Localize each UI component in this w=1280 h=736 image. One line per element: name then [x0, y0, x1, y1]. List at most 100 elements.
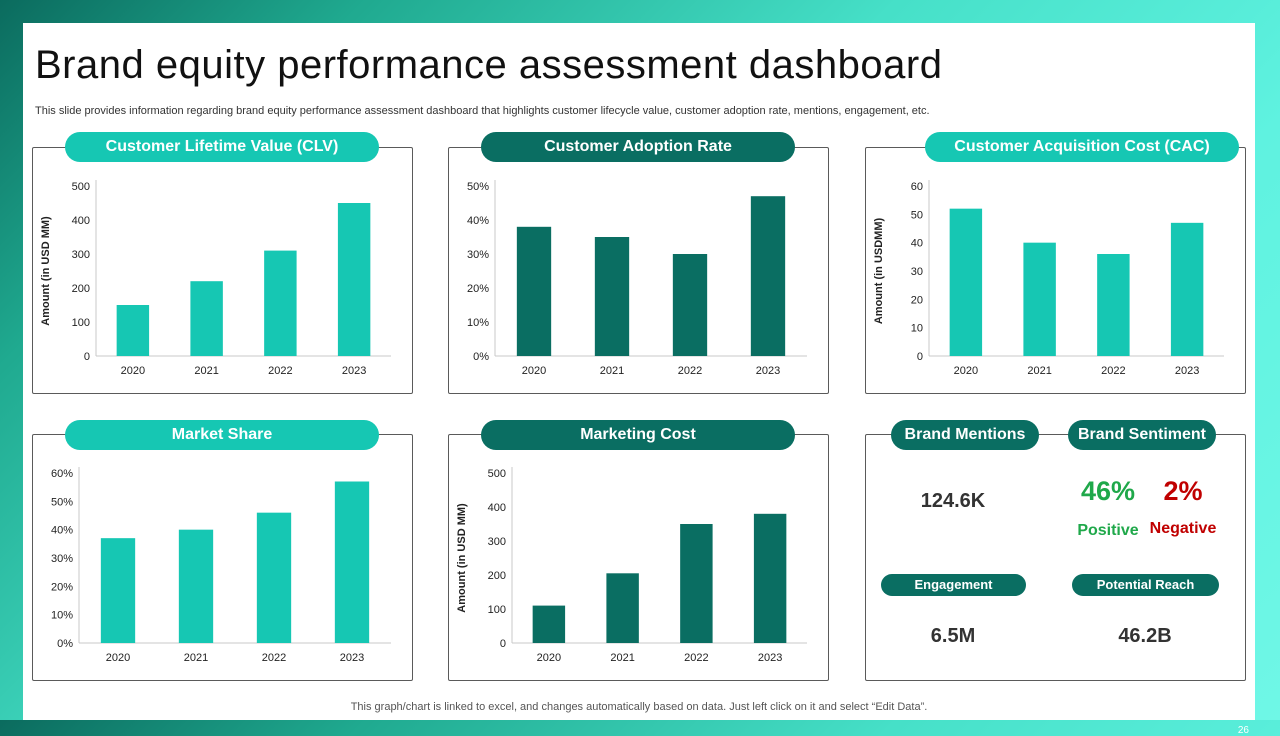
adoption-title: Customer Adoption Rate	[481, 132, 795, 162]
bar-2023[interactable]	[753, 513, 787, 643]
y-tick-label: 60%	[51, 468, 73, 480]
market-share-title: Market Share	[65, 420, 379, 450]
x-tick-label: 2020	[121, 365, 145, 377]
y-tick-label: 0	[84, 351, 90, 363]
clv-chart[interactable]: 0 100 200 300 400 500 Amount (in USD MM) 2020 20…	[33, 148, 412, 393]
y-tick-label: 400	[488, 502, 506, 514]
positive-value: 46%	[1080, 476, 1136, 506]
y-tick-label: 30%	[467, 249, 489, 261]
bar-2023[interactable]	[1170, 222, 1204, 356]
x-tick-label: 2021	[1027, 365, 1051, 377]
x-tick-label: 2020	[522, 365, 546, 377]
negative-label: Negative	[1149, 520, 1217, 537]
cac-title: Customer Acquisition Cost (CAC)	[925, 132, 1239, 162]
y-tick-label: 30	[911, 266, 923, 278]
x-tick-label: 2023	[342, 365, 366, 377]
kpi-panel	[865, 434, 1246, 681]
bar-2022[interactable]	[680, 524, 713, 643]
y-tick-label: 50	[911, 209, 923, 221]
x-tick-label: 2021	[600, 365, 624, 377]
y-tick-label: 50%	[51, 496, 73, 508]
page-number: 26	[1237, 725, 1249, 736]
x-tick-label: 2020	[954, 365, 978, 377]
y-axis-label: Amount (in USD MM)	[40, 216, 52, 326]
y-tick-label: 40%	[467, 215, 489, 227]
y-tick-label: 400	[72, 215, 90, 227]
x-tick-label: 2022	[678, 365, 702, 377]
x-tick-label: 2020	[106, 652, 130, 664]
x-tick-label: 2023	[758, 652, 782, 664]
bar-2022[interactable]	[1097, 254, 1130, 356]
cac-chart[interactable]: 0 10 20 30 40 50 60 Amount (in USDMM) 2020 2021 20…	[866, 148, 1245, 393]
bar-2023[interactable]	[750, 196, 786, 356]
slide: Brand equity performance assessment dash…	[23, 23, 1255, 736]
y-tick-label: 0	[500, 638, 506, 650]
bar-2020[interactable]	[100, 538, 136, 643]
y-tick-label: 40%	[51, 525, 73, 537]
bar-2020[interactable]	[516, 226, 552, 356]
footer-note: This graph/chart is linked to excel, and…	[350, 701, 928, 713]
bar-2023[interactable]	[337, 203, 371, 356]
y-tick-label: 300	[72, 249, 90, 261]
x-tick-label: 2023	[1175, 365, 1199, 377]
page-title: Brand equity performance assessment dash…	[35, 43, 943, 87]
marketing-cost-title: Marketing Cost	[481, 420, 795, 450]
y-tick-label: 500	[72, 181, 90, 193]
y-tick-label: 40	[911, 238, 923, 250]
x-tick-label: 2021	[610, 652, 634, 664]
marketing-cost-chart[interactable]: 0 100 200 300 400 500 Amount (in USD MM) 2020 20…	[449, 435, 828, 680]
adoption-panel: 0% 10% 20% 30% 40% 50% 2020 2021 2022 2023	[448, 147, 829, 394]
engagement-value: 6.5M	[930, 625, 976, 647]
y-tick-label: 20	[911, 294, 923, 306]
y-tick-label: 50%	[467, 181, 489, 193]
y-tick-label: 60	[911, 181, 923, 193]
clv-panel: 0 100 200 300 400 500 Amount (in USD MM) 2020 20…	[32, 147, 413, 394]
y-tick-label: 0	[917, 351, 923, 363]
adoption-chart[interactable]: 0% 10% 20% 30% 40% 50% 2020 2021 2022 2023	[449, 148, 828, 393]
y-tick-label: 100	[72, 317, 90, 329]
bar-2020[interactable]	[949, 208, 983, 356]
y-tick-label: 200	[488, 570, 506, 582]
engagement-title: Engagement	[881, 574, 1026, 596]
bar-2021[interactable]	[1023, 242, 1056, 356]
y-tick-label: 500	[488, 468, 506, 480]
bar-2022[interactable]	[256, 512, 292, 643]
market-share-chart[interactable]: 0% 10% 20% 30% 40% 50% 60% 2020 2021 2022 2023	[33, 435, 412, 680]
y-tick-label: 10%	[467, 317, 489, 329]
y-tick-label: 10%	[51, 610, 73, 622]
bar-2023[interactable]	[334, 481, 370, 644]
bar-2021[interactable]	[606, 573, 639, 643]
bar-2022[interactable]	[264, 250, 297, 356]
x-tick-label: 2021	[194, 365, 218, 377]
brand-mentions-title: Brand Mentions	[891, 420, 1039, 450]
y-axis-label: Amount (in USDMM)	[873, 218, 885, 325]
y-tick-label: 0%	[57, 638, 73, 650]
x-tick-label: 2023	[756, 365, 780, 377]
bar-2020[interactable]	[116, 305, 150, 356]
x-tick-label: 2020	[537, 652, 561, 664]
y-tick-label: 200	[72, 283, 90, 295]
x-tick-label: 2022	[262, 652, 286, 664]
cac-panel: 0 10 20 30 40 50 60 Amount (in USDMM) 2020 2021 20…	[865, 147, 1246, 394]
marketing-cost-panel: 0 100 200 300 400 500 Amount (in USD MM) 2020 20…	[448, 434, 829, 681]
bar-2021[interactable]	[190, 281, 223, 356]
y-tick-label: 100	[488, 604, 506, 616]
x-tick-label: 2022	[684, 652, 708, 664]
y-tick-label: 0%	[473, 351, 489, 363]
clv-title: Customer Lifetime Value (CLV)	[65, 132, 379, 162]
bar-2021[interactable]	[178, 529, 214, 643]
bar-2021[interactable]	[594, 237, 630, 356]
x-tick-label: 2022	[268, 365, 292, 377]
bar-2020[interactable]	[532, 605, 566, 643]
y-tick-label: 20%	[467, 283, 489, 295]
x-tick-label: 2022	[1101, 365, 1125, 377]
potential-reach-value: 46.2B	[1118, 625, 1172, 647]
brand-sentiment-title: Brand Sentiment	[1068, 420, 1216, 450]
positive-label: Positive	[1077, 522, 1139, 539]
y-tick-label: 300	[488, 536, 506, 548]
x-tick-label: 2021	[184, 652, 208, 664]
y-tick-label: 10	[911, 323, 923, 335]
bar-2022[interactable]	[672, 254, 708, 356]
brand-mentions-value: 124.6K	[920, 490, 986, 512]
x-tick-label: 2023	[340, 652, 364, 664]
